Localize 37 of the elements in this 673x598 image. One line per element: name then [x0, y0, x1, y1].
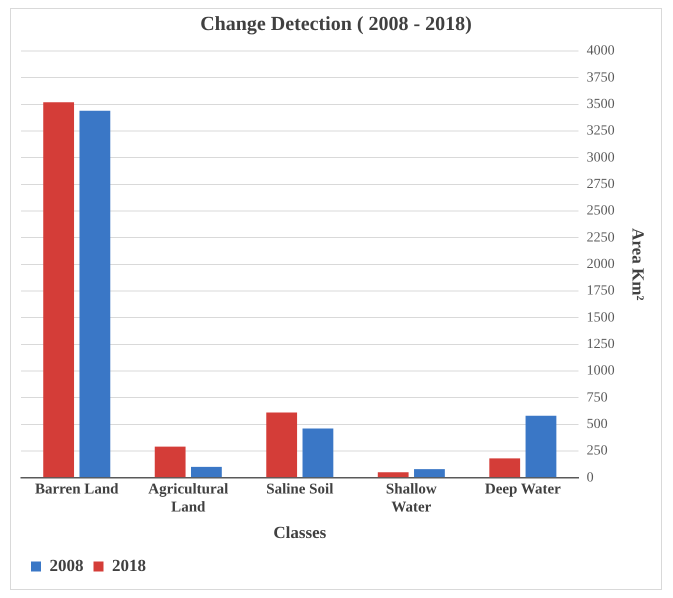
- y-tick-label: 3750: [586, 70, 615, 86]
- legend-label: 2008: [50, 556, 84, 575]
- x-tick-label: Agricultural Land: [148, 481, 228, 516]
- y-tick-label: 2000: [586, 256, 615, 272]
- y-tick-label: 2500: [586, 204, 615, 219]
- x-tick-label: Shallow Water: [386, 481, 437, 516]
- x-tick-label: Barren Land: [35, 481, 120, 498]
- y-tick-label: 3250: [586, 124, 615, 139]
- y-axis-title: Area Km²: [628, 228, 648, 300]
- y-tick-label: 0: [586, 470, 594, 486]
- y-tick-label: 2750: [586, 176, 615, 192]
- y-tick-label: 1750: [586, 284, 615, 299]
- bar: [489, 458, 520, 478]
- bar: [378, 472, 409, 478]
- bar: [43, 102, 74, 478]
- y-tick-label: 1000: [586, 364, 615, 379]
- legend-label: 2018: [112, 556, 146, 575]
- x-tick-label: Saline Soil: [266, 481, 334, 498]
- bar: [302, 428, 334, 478]
- y-tick-label: 1500: [586, 310, 615, 326]
- bar: [191, 466, 222, 478]
- bar: [526, 416, 556, 478]
- bar: [79, 110, 110, 478]
- bar: [414, 469, 445, 478]
- bar: [266, 412, 298, 478]
- y-tick-label: 750: [586, 390, 608, 406]
- bar: [154, 446, 186, 478]
- y-tick-label: 3000: [586, 150, 615, 166]
- x-tick-label: Deep Water: [484, 481, 562, 498]
- y-tick-label: 1250: [586, 336, 615, 352]
- y-tick-label: 4000: [586, 44, 615, 59]
- y-tick-label: 3500: [586, 96, 615, 112]
- y-tick-label: 500: [586, 416, 608, 432]
- y-tick-label: 2250: [586, 230, 615, 246]
- y-tick-label: 250: [586, 444, 608, 459]
- x-axis-title: Classes: [273, 523, 327, 542]
- chart-title: Change Detection ( 2008 - 2018): [200, 13, 472, 36]
